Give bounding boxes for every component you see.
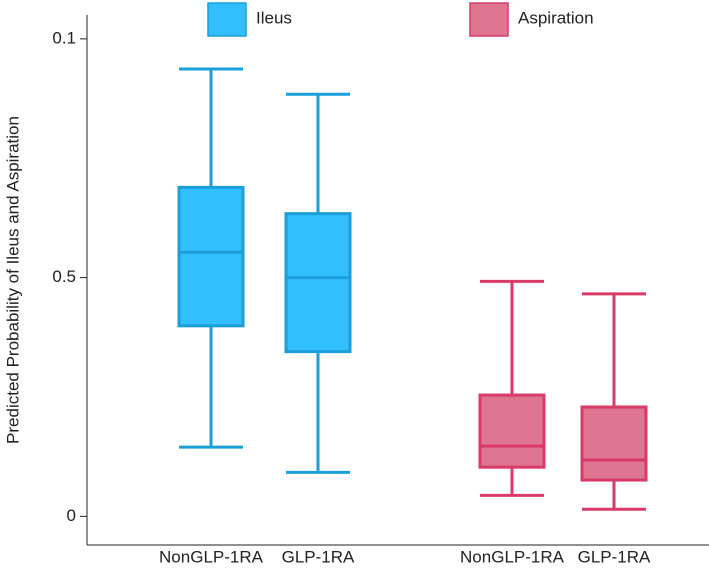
y-axis-label: Predicted Probability of Ileus and Aspir…: [3, 116, 22, 444]
box: [284, 212, 352, 354]
legend-label: Ileus: [256, 8, 292, 27]
x-tick-label: NonGLP-1RA: [460, 547, 565, 566]
y-tick-label: 0: [67, 506, 76, 525]
x-tick-label: GLP-1RA: [578, 547, 651, 566]
box: [580, 405, 648, 482]
box: [177, 185, 245, 328]
x-tick-label: GLP-1RA: [282, 547, 355, 566]
y-tick-label: 0.1: [52, 28, 76, 47]
legend-swatch: [469, 2, 509, 37]
y-tick-label: 0.5: [52, 267, 76, 286]
x-tick-label: NonGLP-1RA: [159, 547, 264, 566]
box: [478, 393, 546, 469]
legend-label: Aspiration: [518, 8, 594, 27]
legend-swatch: [207, 2, 247, 37]
